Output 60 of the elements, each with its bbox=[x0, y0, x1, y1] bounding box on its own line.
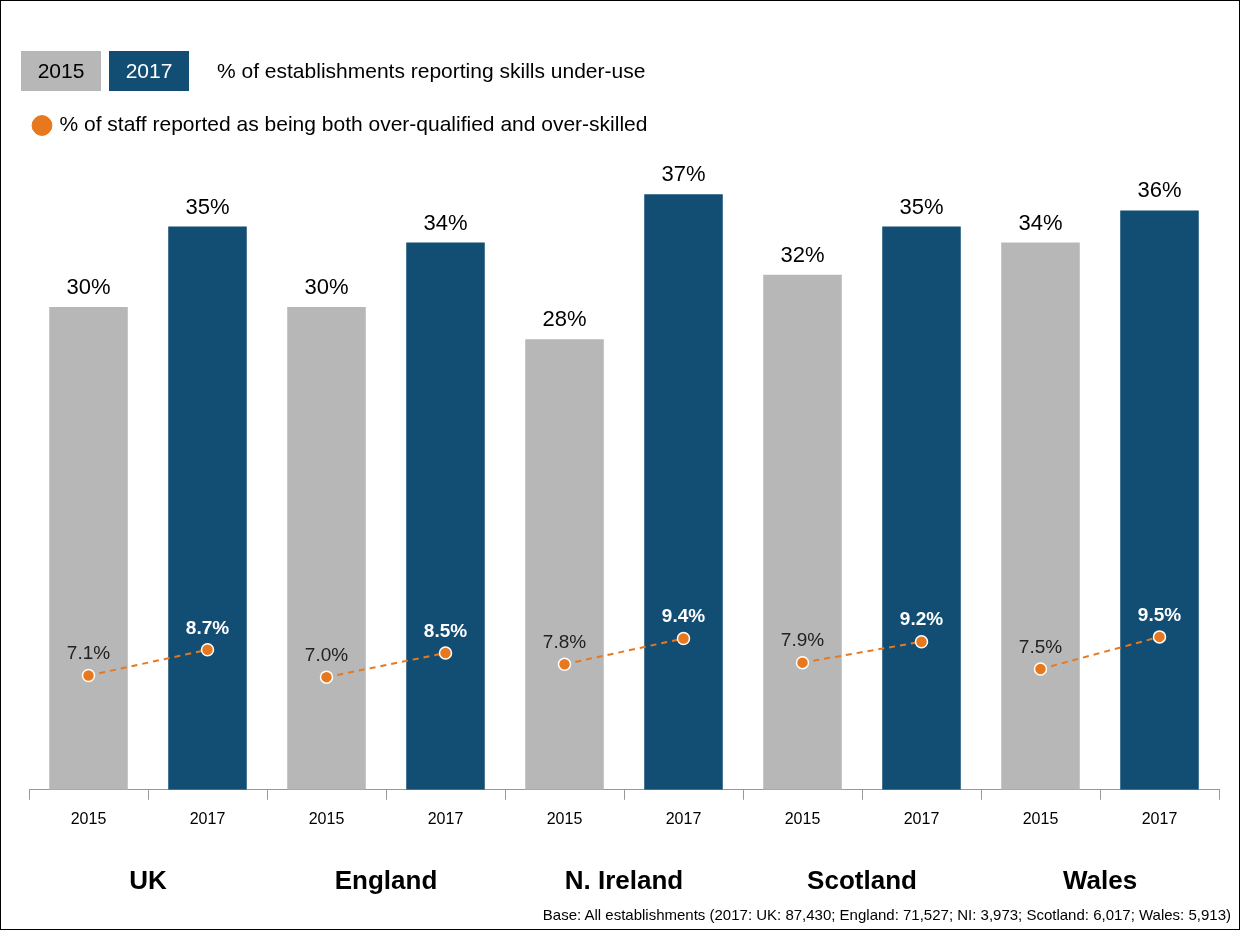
legend-label: % of staff reported as being both over-qualified and over-skilled bbox=[59, 112, 648, 136]
text: England bbox=[334, 864, 438, 895]
data-label: 37% bbox=[661, 161, 706, 187]
point bbox=[438, 646, 453, 660]
bar bbox=[49, 306, 128, 790]
data-label: 28% bbox=[542, 306, 587, 332]
point bbox=[1152, 630, 1167, 644]
x-tick-label: 2015 bbox=[546, 809, 583, 827]
data-label: 34% bbox=[1018, 209, 1063, 235]
bar bbox=[644, 194, 723, 790]
data-label: 9.4% bbox=[661, 605, 706, 627]
data-label: 9.2% bbox=[899, 608, 944, 630]
bar bbox=[1120, 210, 1199, 790]
data-label: 30% bbox=[66, 274, 111, 300]
bar bbox=[168, 226, 247, 790]
data-label: 7.5% bbox=[1018, 635, 1063, 657]
x-tick-label: 2017 bbox=[427, 809, 464, 827]
text: 2015 bbox=[21, 51, 101, 91]
point bbox=[81, 668, 96, 683]
data-label: 36% bbox=[1137, 177, 1182, 203]
data-label: 8.7% bbox=[185, 616, 230, 638]
text: Base: All establishments (2017: UK: 87,430; England: 71,527; NI: 3,973; Scotland: 6,017; Wales: 5,913) bbox=[542, 906, 1231, 923]
x-tick-label: 2017 bbox=[1141, 809, 1178, 827]
data-label: 7.0% bbox=[304, 643, 349, 665]
text: UK bbox=[129, 864, 167, 895]
data-label: 8.5% bbox=[423, 619, 468, 641]
data-label: 35% bbox=[899, 193, 944, 219]
bar bbox=[882, 226, 961, 790]
text: Scotland bbox=[807, 864, 917, 895]
data-label: 34% bbox=[423, 209, 468, 235]
x-tick-label: 2017 bbox=[903, 809, 940, 827]
x-tick-label: 2015 bbox=[784, 809, 821, 827]
point bbox=[914, 634, 929, 649]
text: 2017 bbox=[109, 51, 189, 91]
x-tick-label: 2017 bbox=[189, 809, 226, 827]
data-label: 7.8% bbox=[542, 630, 587, 652]
text: N. Ireland bbox=[564, 864, 684, 895]
point bbox=[676, 631, 691, 646]
bar bbox=[763, 274, 842, 790]
data-label: 30% bbox=[304, 274, 349, 300]
point bbox=[795, 655, 810, 670]
data-label: 7.9% bbox=[780, 629, 825, 651]
point bbox=[1033, 662, 1048, 676]
bar bbox=[406, 242, 485, 790]
data-label: 7.1% bbox=[66, 642, 111, 664]
point bbox=[200, 643, 215, 657]
data-label: 35% bbox=[185, 193, 230, 219]
x-tick-label: 2015 bbox=[70, 809, 107, 827]
text: Wales bbox=[1062, 864, 1138, 895]
bar bbox=[287, 306, 366, 790]
text: % of establishments reporting skills under-use bbox=[217, 59, 646, 83]
bar bbox=[525, 339, 604, 790]
point bbox=[557, 657, 572, 672]
x-tick-label: 2017 bbox=[665, 809, 702, 827]
bar bbox=[1001, 242, 1080, 790]
data-label: 32% bbox=[780, 241, 825, 267]
data-label: 9.5% bbox=[1137, 603, 1182, 625]
x-tick-label: 2015 bbox=[1022, 809, 1059, 827]
point bbox=[319, 670, 334, 684]
x-tick-label: 2015 bbox=[308, 809, 345, 827]
